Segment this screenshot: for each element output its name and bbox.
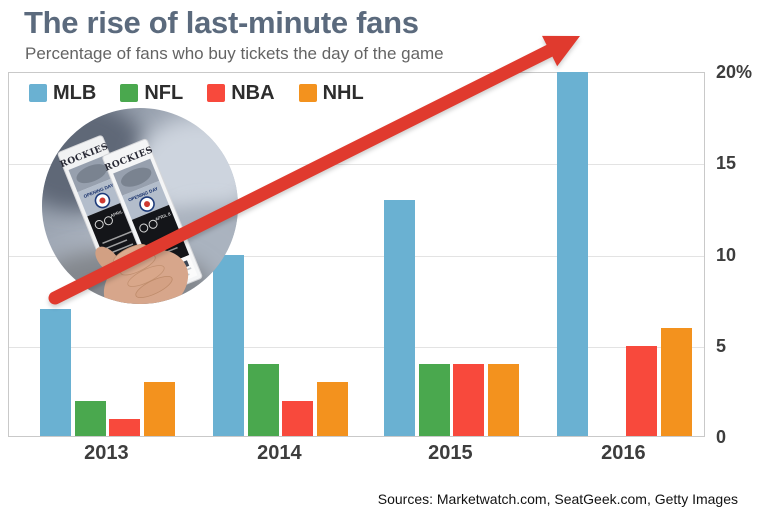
bar-nfl-2013 [74,400,106,436]
bar-nba-2015 [453,364,485,436]
y-axis-label-0: 0 [716,427,727,447]
bar-nhl-2015 [487,364,519,436]
bar-nba-2013 [109,418,141,436]
gridline-5 [9,346,704,348]
legend-item-nba: NBA [207,82,275,104]
legend-label-nhl: NHL [322,82,364,104]
bar-nhl-2016 [660,327,692,436]
bar-nba-2016 [626,345,658,436]
y-axis-label-5: 5 [716,335,727,356]
bar-nhl-2014 [316,382,348,436]
bar-nhl-2013 [143,382,175,436]
bar-mlb-2015 [384,199,415,436]
legend-label-nba: NBA [231,82,275,104]
legend-item-nfl: NFL [120,83,183,103]
chart-title: The rise of last-minute fans [24,5,419,40]
legend-item-mlb: MLB [29,83,96,103]
legend-label-mlb: MLB [53,82,97,104]
y-axis-label-10: 10 [716,244,737,265]
bar-nfl-2014 [247,364,279,436]
x-axis-label-2013: 2013 [84,442,129,464]
bar-nba-2014 [282,400,314,436]
bar-mlb-2016 [557,72,588,436]
chart-subtitle: Percentage of fans who buy tickets the d… [25,44,444,63]
trend-arrow-head [542,35,580,67]
legend-swatch-nfl [120,84,139,102]
bar-mlb-2013 [40,309,71,436]
legend: MLB NFL NBA NHL [29,83,364,103]
bar-nfl-2015 [418,364,450,436]
legend-swatch-nba [207,84,226,102]
x-axis-label-2015: 2015 [428,442,473,464]
x-axis-label-2016: 2016 [601,442,646,464]
sources-credit: Sources: Marketwatch.com, SeatGeek.com, … [377,491,738,507]
legend-swatch-mlb [29,84,47,102]
tickets-photo: ROCKIES OPENING DAY APRIL 8 [42,108,238,304]
legend-item-nhl: NHL [298,82,364,104]
x-axis-label-2014: 2014 [257,442,302,464]
legend-label-nfl: NFL [144,82,184,104]
y-axis-label-15: 15 [716,153,737,174]
legend-swatch-nhl [298,84,317,102]
y-axis-label-20: 20% [716,62,753,82]
